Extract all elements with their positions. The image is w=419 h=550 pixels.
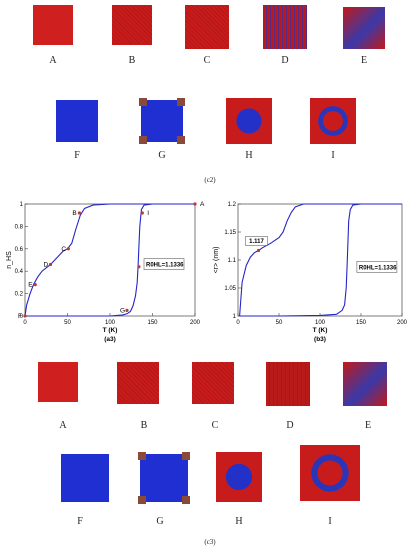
label-c3-I: I — [328, 516, 332, 527]
a3-point-label-B: B — [72, 210, 76, 217]
a3-xlabel: T (K) — [103, 327, 118, 334]
a3-ytick-label-4: 0.8 — [15, 224, 24, 230]
label-c3-D: D — [286, 420, 294, 431]
tile-c2-A — [33, 5, 73, 45]
b3-frame — [237, 203, 403, 317]
a3-ytick-label-0: 0 — [20, 314, 24, 320]
caption-c3: (c3) — [204, 538, 216, 546]
a3-point-C — [66, 247, 70, 251]
b3-xtick-label-0: 0 — [236, 320, 240, 326]
b3-xtick-label-4: 200 — [397, 320, 408, 326]
a3-caption: (a3) — [104, 336, 116, 343]
chart-a3: 0 50 100 150 200 0 0.2 0.4 0.6 0.8 1 T (K) (a3) n_HS A… — [6, 201, 205, 343]
a3-point-label-I: I — [147, 210, 149, 217]
tile-c3-D — [266, 362, 310, 406]
a3-point-label-D: D — [44, 261, 49, 268]
caption-c2: (c2) — [204, 176, 216, 184]
b3-ytick-label-1: 1.05 — [224, 286, 236, 292]
a3-point-B — [77, 211, 81, 215]
a3-series-0 — [24, 203, 195, 317]
tile-c2-E — [343, 7, 385, 49]
label-c2-I: I — [331, 150, 335, 161]
a3-point-G — [125, 308, 129, 312]
tile-c2-F — [56, 100, 98, 142]
label-c2-D: D — [281, 55, 289, 66]
label-c2-B: B — [128, 55, 136, 66]
label-c3-C: C — [211, 420, 219, 431]
tile-c3-E — [343, 362, 387, 406]
label-c3-E: E — [364, 420, 372, 431]
a3-ylabel: n_HS — [6, 251, 13, 269]
a3-series-1 — [25, 203, 195, 317]
tile-c3-G — [138, 452, 190, 504]
b3-marker-point — [256, 248, 261, 253]
a3-ytick-label-5: 1 — [20, 202, 24, 208]
label-c3-G: G — [156, 516, 164, 527]
tile-c2-G — [139, 98, 185, 144]
b3-ytick-label-3: 1.15 — [224, 230, 236, 236]
a3-point-label-G: G — [120, 307, 125, 314]
b3-annotation: R0HL=1.1336 — [359, 265, 397, 271]
b3-ytick-label-4: 1.2 — [228, 202, 237, 208]
b3-ytick-label-2: 1.1 — [228, 258, 237, 264]
b3-xlabel: T (K) — [313, 327, 328, 334]
label-c3-B: B — [140, 420, 148, 431]
tile-c3-F — [61, 454, 109, 502]
a3-ytick-label-2: 0.4 — [15, 269, 24, 275]
a3-point-label-E: E — [28, 282, 33, 289]
a3-annotation-box — [143, 258, 185, 270]
label-c3-F: F — [77, 516, 83, 527]
a3-point-H — [137, 265, 141, 269]
b3-ylabel: <r> (nm) — [213, 247, 220, 274]
chart-b3: 0 50 100 150 200 1 1.05 1.1 1.15 1.2 T (K) (b3) <r> … — [213, 202, 408, 343]
a3-point-label-A: A — [200, 201, 205, 208]
a3-point-E — [33, 283, 37, 287]
a3-xtick-label-1: 50 — [64, 320, 71, 326]
b3-xtick-label-1: 50 — [276, 320, 283, 326]
tile-c2-I — [310, 98, 356, 144]
tile-c2-H — [226, 98, 272, 144]
a3-point-F — [23, 314, 27, 318]
a3-point-A — [193, 202, 197, 206]
tile-c3-C — [192, 362, 234, 404]
a3-point-D — [48, 262, 53, 267]
a3-xtick-label-2: 100 — [105, 320, 116, 326]
label-c2-G: G — [158, 150, 166, 161]
b3-marker-box — [245, 236, 268, 246]
label-c2-H: H — [245, 150, 253, 161]
a3-xtick-label-3: 150 — [147, 320, 158, 326]
tile-c3-B — [117, 362, 159, 404]
tile-c2-B — [112, 5, 152, 45]
tile-c2-D — [263, 5, 307, 49]
b3-caption: (b3) — [314, 336, 326, 343]
a3-xtick-label-0: 0 — [23, 320, 27, 326]
a3-point-label-F: F — [18, 313, 22, 320]
label-c2-F: F — [74, 150, 80, 161]
label-c3-H: H — [235, 516, 243, 527]
tile-c3-H — [216, 452, 262, 502]
b3-series-0 — [239, 203, 402, 317]
tile-c3-A — [38, 362, 78, 402]
b3-xtick-label-3: 150 — [356, 320, 367, 326]
label-c2-C: C — [203, 55, 211, 66]
a3-ytick-label-3: 0.6 — [15, 247, 24, 253]
b3-xtick-label-2: 100 — [315, 320, 326, 326]
b3-series-1 — [239, 203, 402, 317]
b3-annotation-box — [356, 261, 398, 273]
label-c2-A: A — [49, 55, 57, 66]
b3-ytick-label-0: 1 — [233, 314, 237, 320]
b3-marker-label: 1.117 — [249, 239, 264, 245]
a3-point-I — [140, 211, 144, 215]
a3-annotation: R0HL=1.1336 — [146, 263, 184, 269]
tile-c3-I — [300, 445, 360, 501]
label-c3-A: A — [59, 420, 67, 431]
a3-ytick-label-1: 0.2 — [15, 292, 24, 298]
label-c2-E: E — [360, 55, 368, 66]
tile-c2-C — [185, 5, 229, 49]
a3-xtick-label-4: 200 — [190, 320, 201, 326]
a3-point-label-C: C — [61, 246, 66, 253]
